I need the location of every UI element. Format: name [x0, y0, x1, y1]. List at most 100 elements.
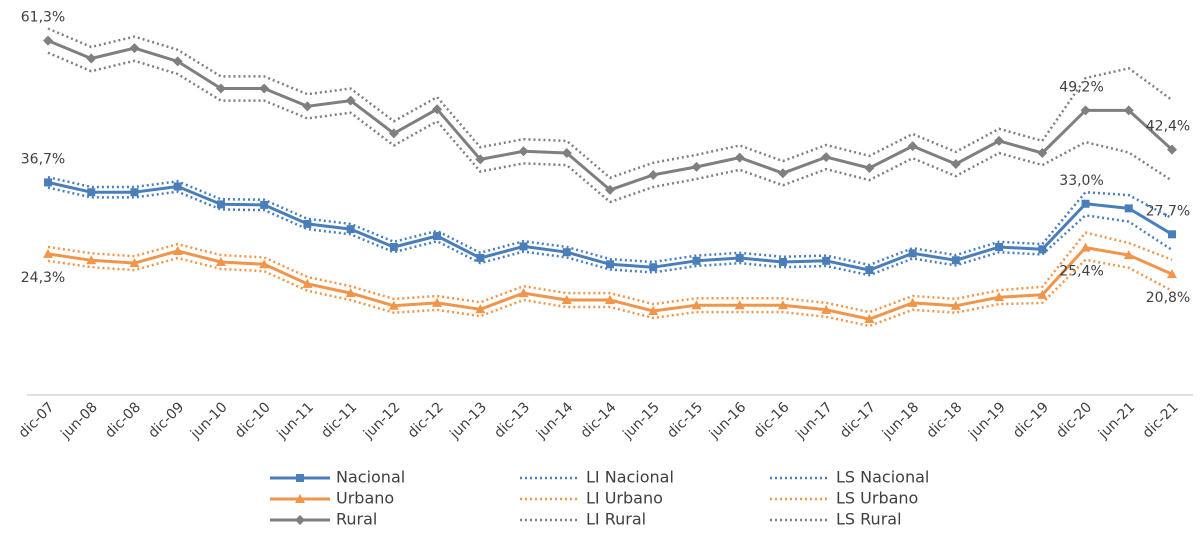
interval-line: [47, 51, 1173, 204]
marker: [259, 259, 270, 269]
x-tick-label: dic-11: [318, 399, 360, 441]
x-tick-label: dic-08: [102, 399, 144, 441]
marker: [1080, 105, 1091, 116]
marker: [346, 225, 355, 234]
marker: [1081, 199, 1090, 208]
marker: [302, 278, 313, 288]
x-tick-label: dic-13: [491, 399, 533, 441]
marker: [734, 300, 745, 310]
x-tick-label: dic-10: [232, 399, 274, 441]
legend-label: Nacional: [336, 468, 405, 487]
interval-line: [47, 27, 1173, 180]
marker: [821, 152, 832, 163]
series-line: [47, 180, 1173, 272]
marker: [1167, 144, 1177, 155]
series-line: [47, 39, 1174, 192]
marker: [605, 295, 615, 305]
marker: [951, 256, 960, 265]
marker: [649, 263, 658, 272]
marker: [561, 295, 572, 305]
marker: [1167, 269, 1177, 279]
x-tick-label: jun-19: [965, 399, 1008, 442]
marker: [864, 314, 875, 324]
data-label: 24,3%: [21, 270, 65, 286]
marker: [215, 256, 226, 266]
interval-line: [47, 231, 1173, 314]
marker: [129, 258, 140, 268]
marker: [303, 219, 312, 228]
marker: [130, 188, 139, 197]
x-tick-label: dic-14: [578, 399, 620, 441]
data-label: 33,0%: [1059, 173, 1103, 189]
legend-label: LS Nacional: [836, 468, 929, 487]
marker: [648, 169, 659, 180]
x-tick-label: jun-10: [187, 399, 230, 442]
marker: [734, 152, 745, 163]
marker: [1038, 245, 1047, 254]
marker: [295, 494, 305, 503]
marker: [475, 304, 486, 314]
legend-label: Rural: [336, 510, 377, 529]
marker: [1123, 250, 1134, 260]
x-tick-label: jun-17: [792, 399, 835, 442]
x-tick-label: dic-21: [1140, 399, 1182, 441]
marker: [432, 104, 443, 115]
interval-line: [47, 175, 1173, 267]
marker: [432, 297, 443, 307]
x-tick-label: jun-11: [274, 399, 317, 442]
x-tick-label: dic-12: [405, 399, 447, 441]
x-tick-label: jun-13: [446, 399, 489, 442]
marker: [518, 288, 529, 298]
data-label: 20,8%: [1146, 290, 1190, 306]
marker: [43, 35, 53, 46]
marker: [1124, 204, 1133, 213]
marker: [476, 253, 485, 262]
x-tick-label: jun-12: [360, 399, 403, 442]
x-tick-label: dic-20: [1053, 399, 1095, 441]
x-tick-label: dic-16: [751, 399, 793, 441]
marker: [995, 243, 1004, 251]
marker: [562, 248, 571, 257]
x-tick-label: jun-21: [1095, 399, 1138, 442]
marker: [296, 474, 304, 482]
marker: [907, 297, 918, 307]
x-tick-label: dic-18: [924, 399, 966, 441]
marker: [388, 128, 399, 139]
data-label: 42,4%: [1146, 119, 1190, 135]
interval-line: [47, 186, 1173, 277]
marker: [1080, 242, 1091, 252]
marker: [950, 158, 961, 169]
legend-label: LS Rural: [836, 510, 902, 529]
data-label: 27,7%: [1146, 203, 1190, 219]
marker: [345, 95, 356, 106]
marker: [821, 304, 832, 314]
data-label: 36,7%: [21, 151, 65, 167]
marker: [44, 178, 52, 187]
marker: [87, 188, 96, 197]
marker: [778, 257, 787, 266]
legend-label: LS Urbano: [836, 489, 918, 508]
x-tick-label: dic-17: [837, 399, 879, 441]
marker: [777, 300, 788, 310]
marker: [302, 101, 313, 112]
marker: [864, 163, 875, 174]
marker: [388, 300, 399, 310]
marker: [950, 300, 961, 310]
marker: [692, 256, 701, 265]
marker: [129, 43, 140, 54]
marker: [86, 255, 97, 265]
x-tick-label: jun-08: [57, 399, 100, 442]
marker: [475, 154, 486, 165]
x-tick-label: dic-15: [664, 399, 706, 441]
x-tick-label: jun-18: [879, 399, 922, 442]
series-line: [47, 246, 1173, 321]
marker: [691, 161, 702, 172]
marker: [865, 266, 874, 275]
marker: [691, 300, 702, 310]
marker: [561, 148, 572, 159]
marker: [908, 249, 917, 258]
x-tick-label: jun-14: [533, 399, 577, 443]
legend-label: LI Rural: [586, 510, 646, 529]
marker: [907, 141, 918, 152]
